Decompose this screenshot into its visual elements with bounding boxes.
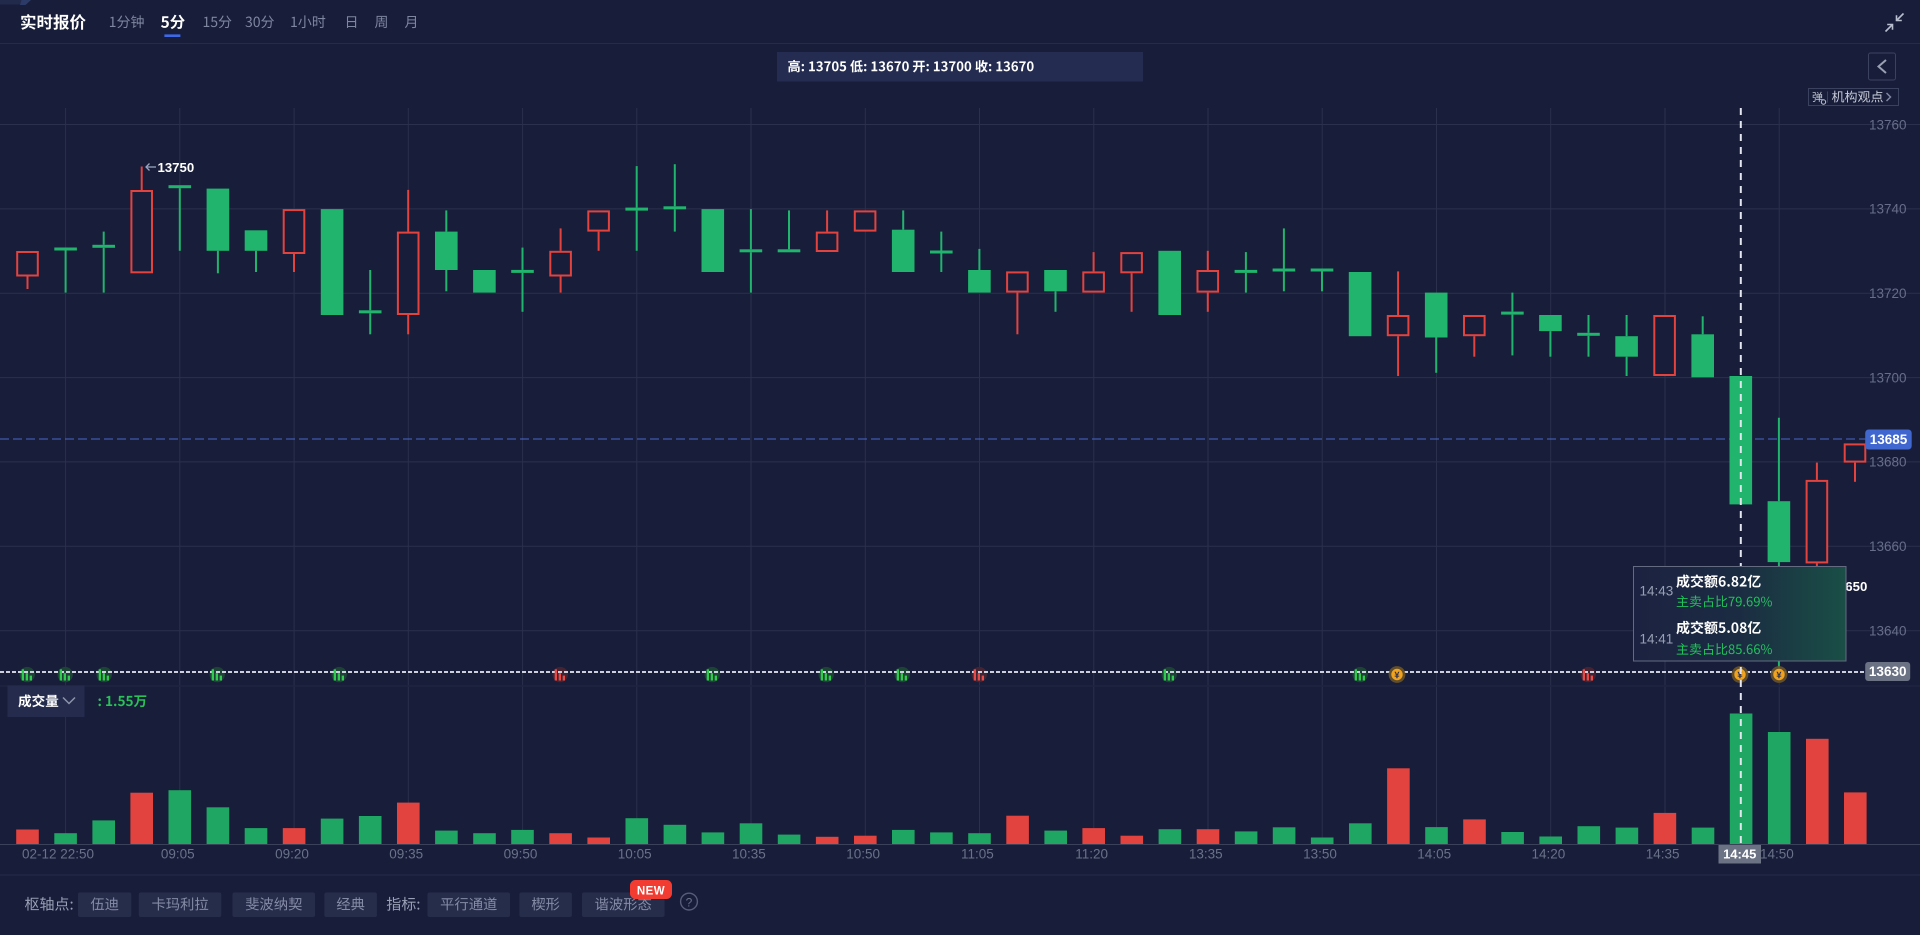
svg-text:13760: 13760 [1869, 117, 1907, 132]
svg-text:13680: 13680 [1869, 455, 1907, 470]
svg-text:10:05: 10:05 [618, 847, 652, 862]
svg-text:13750: 13750 [158, 160, 195, 175]
svg-text:13:50: 13:50 [1303, 847, 1337, 862]
svg-text:13630: 13630 [1869, 664, 1907, 679]
svg-text:09:50: 09:50 [504, 847, 538, 862]
svg-text:13740: 13740 [1869, 202, 1907, 217]
svg-text:11:20: 11:20 [1075, 847, 1108, 862]
svg-text:?: ? [686, 895, 693, 909]
svg-text:11:05: 11:05 [961, 847, 994, 862]
svg-text:09:05: 09:05 [161, 847, 195, 862]
svg-text:14:05: 14:05 [1417, 847, 1451, 862]
svg-text:14:41: 14:41 [1640, 632, 1674, 647]
svg-text:09:35: 09:35 [389, 847, 423, 862]
svg-text:13720: 13720 [1869, 286, 1907, 301]
svg-text:14:45: 14:45 [1723, 847, 1756, 862]
svg-text:10:50: 10:50 [846, 847, 880, 862]
svg-text:13660: 13660 [1869, 539, 1907, 554]
svg-text:13685: 13685 [1870, 432, 1908, 447]
svg-text:13700: 13700 [1869, 370, 1907, 385]
svg-text:10:35: 10:35 [732, 847, 766, 862]
svg-text:09:20: 09:20 [275, 847, 309, 862]
svg-text:02-12 22:50: 02-12 22:50 [22, 847, 94, 862]
svg-text:14:20: 14:20 [1532, 847, 1566, 862]
svg-text:14:50: 14:50 [1760, 847, 1794, 862]
svg-text:13:35: 13:35 [1189, 847, 1223, 862]
svg-text:NEW: NEW [637, 885, 665, 897]
svg-text:14:35: 14:35 [1646, 847, 1680, 862]
svg-text:13640: 13640 [1869, 623, 1907, 638]
svg-text:14:43: 14:43 [1640, 584, 1674, 599]
